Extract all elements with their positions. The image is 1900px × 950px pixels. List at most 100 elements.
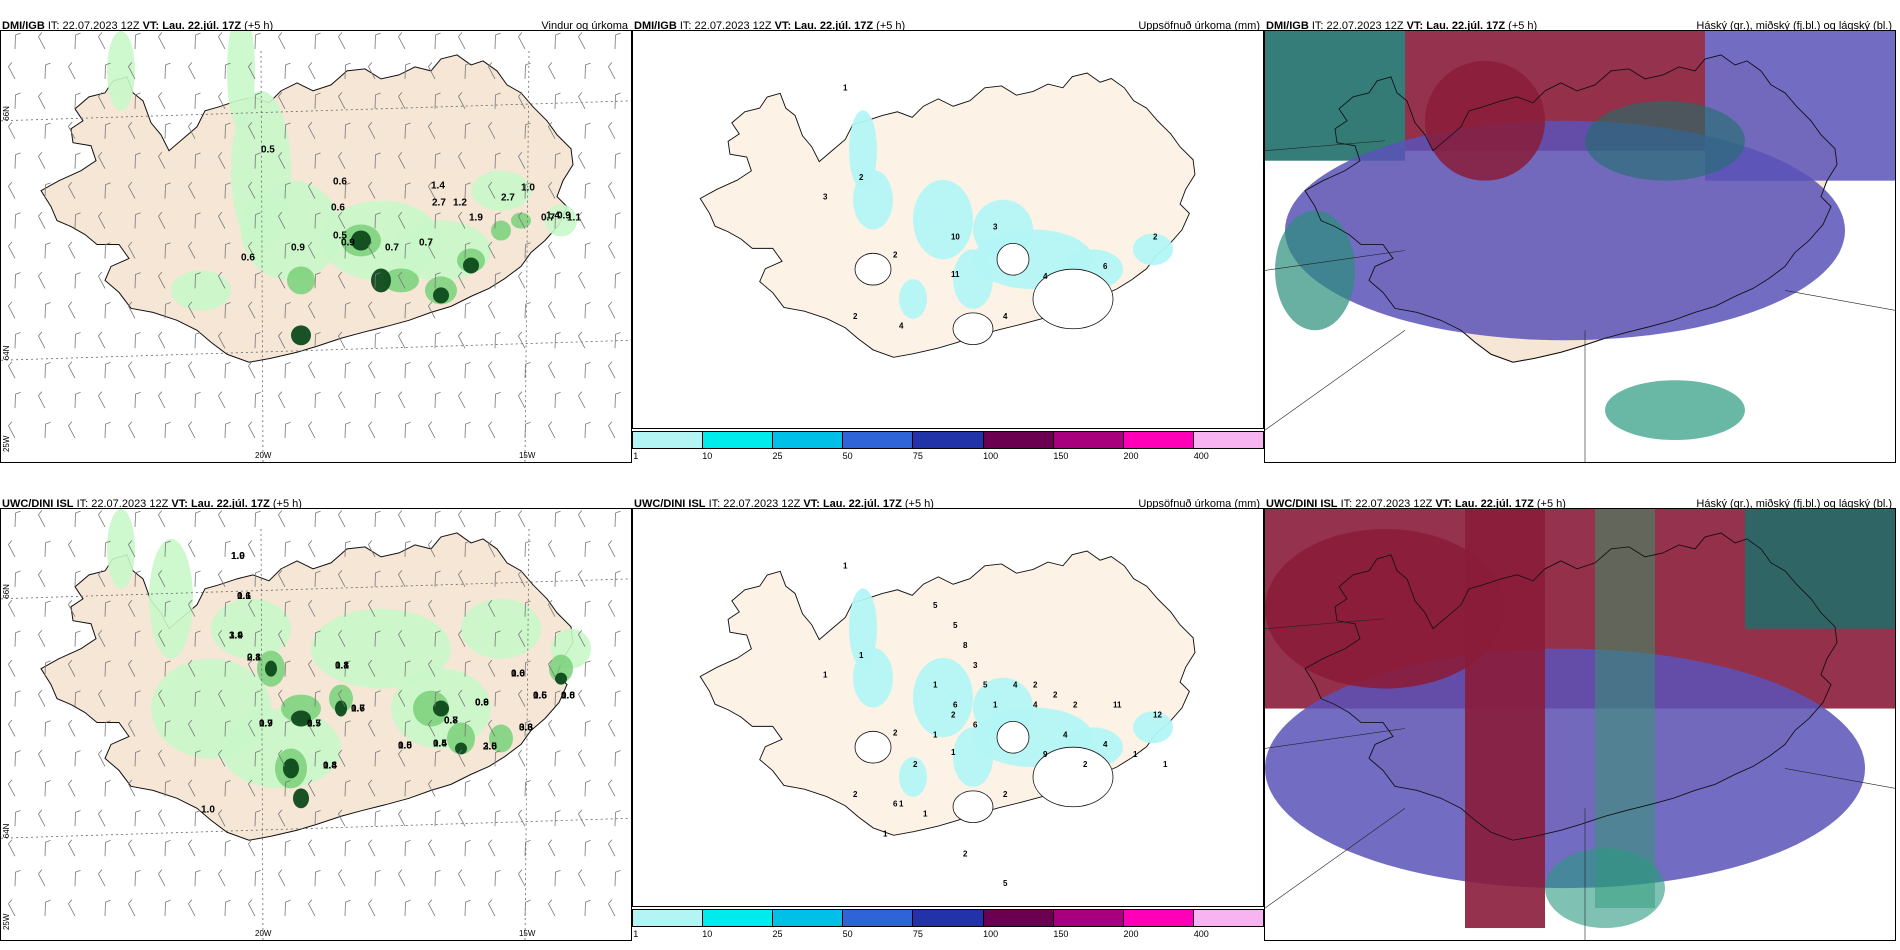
- wind-barb: [164, 660, 171, 677]
- accum-values: 1 2 3 2 10 2 4 11 3 4 6 2 4: [823, 84, 1158, 331]
- precip-area: [433, 700, 449, 717]
- colorbar-cell: [843, 432, 914, 448]
- precip-area: [291, 325, 311, 346]
- wind-barb: [128, 122, 136, 139]
- accum-value: 10: [951, 232, 960, 241]
- wind-barb: [224, 122, 231, 139]
- wind-barb: [74, 570, 81, 587]
- product-title: Vindur og úrkoma: [541, 20, 628, 32]
- wind-barb: [608, 301, 616, 319]
- accum-value: 4: [1013, 681, 1018, 690]
- precip-field: [107, 31, 577, 346]
- precip-area: [489, 724, 513, 753]
- map-frame[interactable]: 20W 15W 66N 64N 25W 1.0 0.6 1.4 2.1 1.1 1.9 1.7 1.6 1…: [0, 508, 632, 941]
- wind-barb: [374, 510, 381, 527]
- wind-barb: [584, 362, 591, 379]
- wind-barb: [524, 600, 531, 617]
- wind-barb: [74, 32, 81, 49]
- colorbar-tick: 75: [912, 929, 923, 939]
- wind-barb: [548, 719, 556, 737]
- lat-line: [1, 578, 631, 600]
- map-frame[interactable]: [1264, 508, 1896, 941]
- wind-barb: [8, 361, 16, 379]
- wind-barb: [188, 301, 196, 319]
- accum-value: 4: [899, 322, 904, 331]
- wind-barb: [464, 600, 471, 617]
- panel-bottom-clouds: UWC/DINI ISL IT: 22.07.2023 12Z VT: Lau.…: [1264, 492, 1896, 941]
- wind-barb: [434, 510, 441, 527]
- wind-barb: [278, 749, 286, 767]
- wind-barb: [164, 362, 171, 379]
- accum-value: 1: [899, 800, 904, 809]
- wind-barb: [494, 152, 501, 169]
- wind-barb: [254, 152, 261, 169]
- wind-barb: [158, 749, 166, 767]
- wind-barb: [458, 749, 466, 767]
- lat-line: [1265, 250, 1406, 271]
- wind-barb: [398, 391, 406, 409]
- wind-barb: [404, 302, 411, 319]
- accum-value: 2: [1083, 760, 1088, 769]
- wind-barb: [338, 749, 346, 767]
- panel-header: UWC/DINI ISL IT: 22.07.2023 12Z VT: Lau.…: [1264, 492, 1896, 514]
- product-title: Háský (gr.), miðský (fj.bl.) og lágský (…: [1696, 498, 1892, 510]
- colorbar-cell: [773, 432, 844, 448]
- precip-area: [1133, 711, 1173, 744]
- wind-barb: [608, 719, 616, 737]
- wind-barb: [68, 839, 76, 857]
- wind-barb: [248, 779, 256, 797]
- precip-value: 1.4: [431, 181, 445, 192]
- wind-barb: [404, 600, 411, 617]
- wind-barb: [278, 151, 286, 169]
- wind-barb: [68, 241, 76, 259]
- wind-barb: [194, 750, 201, 767]
- wind-barb: [44, 720, 51, 737]
- colorbar-tick: 1: [633, 929, 639, 939]
- accum-value: 9: [1043, 750, 1048, 759]
- colorbar-tick: 150: [1053, 451, 1069, 461]
- wind-barb: [518, 151, 526, 169]
- accum-value: 5: [953, 621, 958, 630]
- precip-area: [211, 598, 291, 659]
- wind-barb: [74, 630, 81, 647]
- map-frame[interactable]: 20W 15W 66N 64N 25W 0.5 0.6 0.6 0.5 0.9 0.7 0.7 1.4 2…: [0, 30, 632, 463]
- it-label: IT:: [1311, 20, 1324, 32]
- wind-barb: [434, 810, 441, 827]
- wind-barb: [14, 690, 21, 707]
- map-frame[interactable]: 1 2 3 2 10 2 4 11 3 4 6 2 4: [632, 30, 1264, 429]
- wind-barb: [158, 869, 166, 887]
- wind-barb: [434, 570, 441, 587]
- lon-line: [260, 50, 264, 462]
- wind-barb: [38, 391, 46, 409]
- wind-barb: [554, 391, 561, 409]
- wind-barb: [344, 540, 351, 557]
- wind-barb: [428, 361, 436, 379]
- wind-barb: [134, 272, 141, 289]
- map-frame[interactable]: [1264, 30, 1896, 463]
- wind-barb: [74, 810, 81, 827]
- wind-barb: [254, 750, 261, 767]
- wind-barb: [374, 92, 381, 109]
- wind-barb: [458, 570, 466, 588]
- wind-barb: [128, 779, 136, 797]
- panel-header: DMI/IGB IT: 22.07.2023 12Z VT: Lau. 22.j…: [0, 14, 632, 36]
- wind-barb: [578, 391, 586, 409]
- lat-label: 66N: [2, 584, 11, 599]
- wind-barb: [608, 241, 616, 259]
- wind-barb: [398, 271, 406, 289]
- wind-barb: [38, 151, 46, 169]
- map-frame[interactable]: 1 1 1 2 2 2 1 1 1 2 4 12 9 5 5 8 3 5 4 2 2 2 1 6 6 1 2 1 6 1 2 5 4 4 2 11 1 1: [632, 508, 1264, 907]
- wind-barb: [458, 151, 466, 169]
- colorbar-tick: 1: [633, 451, 639, 461]
- wind-barb: [74, 332, 81, 349]
- wind-barb: [164, 720, 171, 737]
- wind-barb: [554, 332, 561, 349]
- wind-barb: [584, 840, 591, 857]
- wind-barb: [368, 122, 376, 139]
- wind-barb: [164, 600, 171, 617]
- wind-barb: [248, 62, 256, 80]
- wind-barb: [218, 869, 226, 887]
- wind-barb: [158, 809, 166, 827]
- wind-barb: [434, 92, 441, 109]
